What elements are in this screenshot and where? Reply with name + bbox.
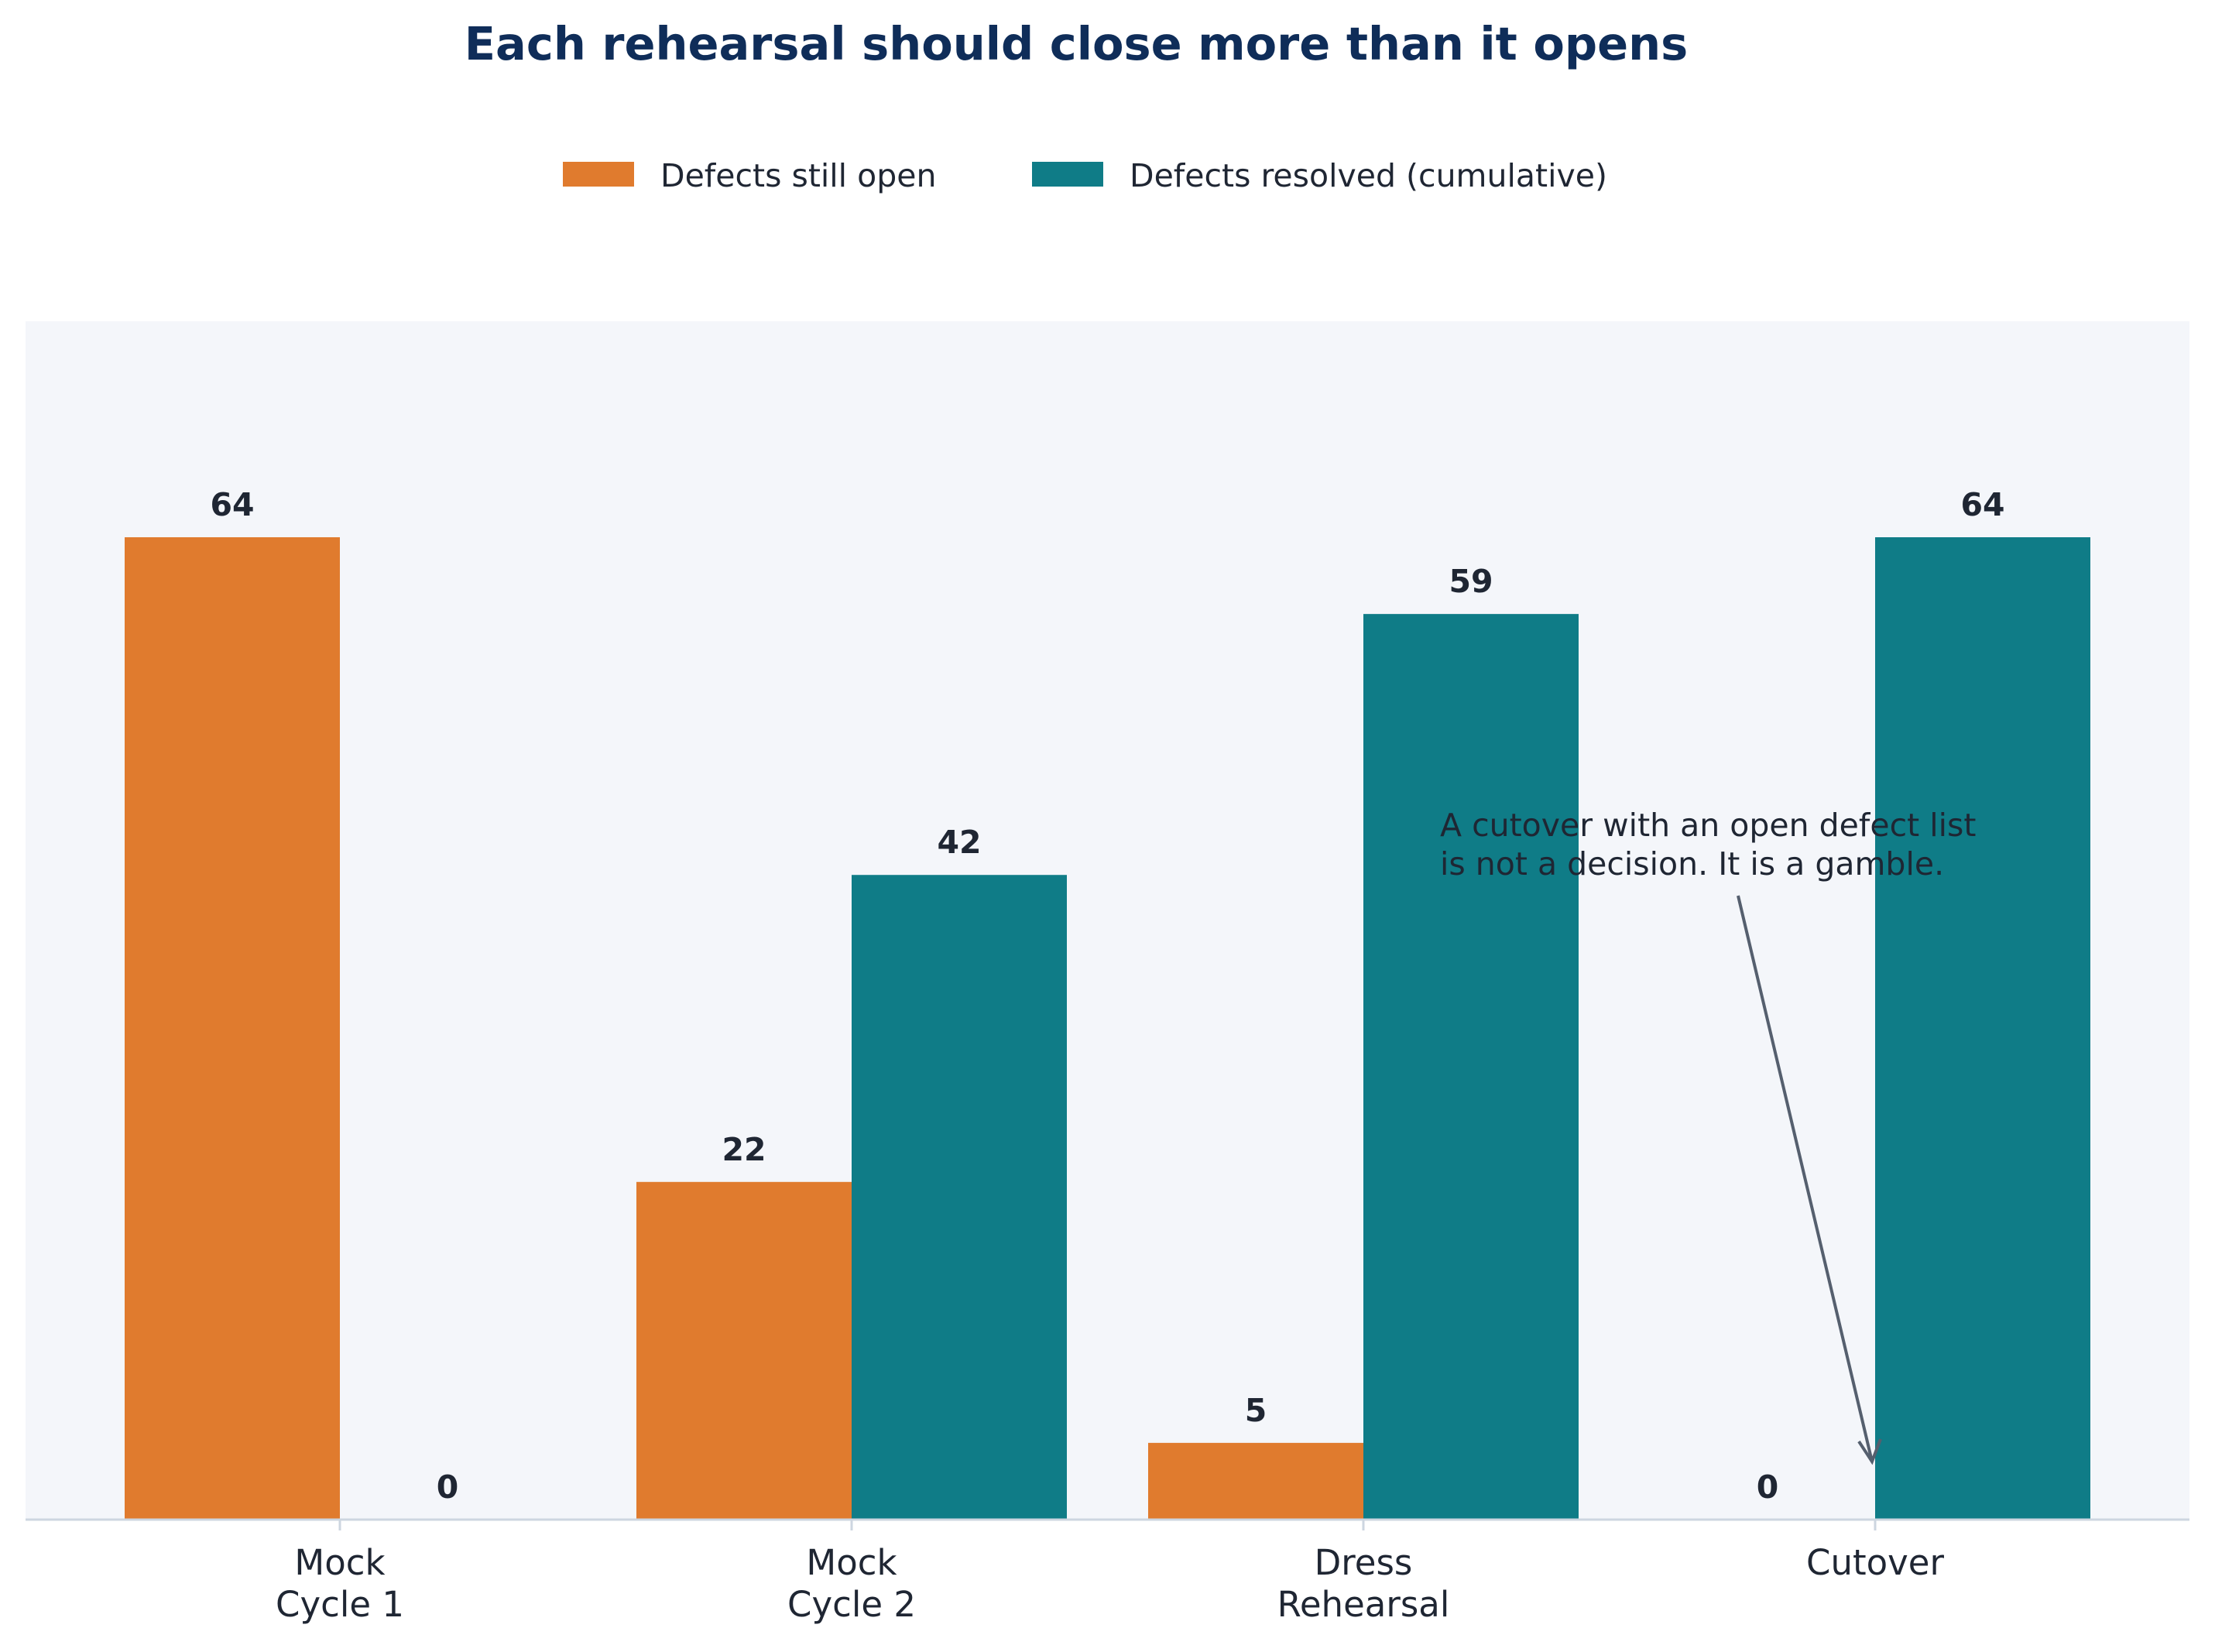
legend-label-1: Defects resolved (cumulative) [1130,157,1607,194]
value-label-s1-c0: 0 [437,1469,459,1506]
value-label-s0-c1: 22 [722,1131,766,1168]
bar-s1-c3 [1875,537,2090,1520]
bar-s0-c0 [125,537,340,1520]
value-label-s1-c2: 59 [1449,563,1493,600]
legend-swatch-1 [1032,162,1103,187]
bars [125,537,2090,1520]
x-tick-label-0-line-0: Mock [294,1542,385,1583]
annotation-arrow-head [1857,1438,1882,1465]
value-label-s0-c0: 64 [210,486,254,523]
chart-title: Each rehearsal should close more than it… [465,17,1689,70]
legend-label-0: Defects still open [660,157,936,194]
annotation-text-line-2: is not a decision. It is a gamble. [1440,845,1944,883]
x-tick-label-2-line-1: Rehearsal [1277,1584,1450,1625]
value-label-s1-c3: 64 [1960,486,2004,523]
legend-swatch-0 [563,162,634,187]
x-tick-label-2-line-0: Dress [1315,1542,1413,1583]
bar-s1-c2 [1363,614,1579,1520]
bar-s0-c1 [636,1181,852,1520]
plot-background [26,321,2189,1520]
x-tick-label-1-line-1: Cycle 2 [787,1584,916,1625]
bar-s0-c2 [1148,1442,1363,1520]
annotation-text-line-1: A cutover with an open defect list [1440,807,1976,844]
x-tick-label-0-line-1: Cycle 1 [276,1584,404,1625]
value-labels: 64 22 5 0 0 42 59 64 [210,486,2004,1506]
value-label-s1-c1: 42 [937,824,981,861]
value-label-s0-c2: 5 [1245,1392,1267,1429]
value-label-s0-c3: 0 [1757,1469,1779,1506]
x-tick-label-3-line-0: Cutover [1806,1542,1944,1583]
legend: Defects still open Defects resolved (cumu… [563,157,1607,194]
bar-s1-c1 [852,875,1067,1520]
annotation: A cutover with an open defect list is no… [1440,807,1976,1465]
annotation-arrow-shaft [1737,895,1874,1462]
x-tick-label-1-line-0: Mock [806,1542,897,1583]
